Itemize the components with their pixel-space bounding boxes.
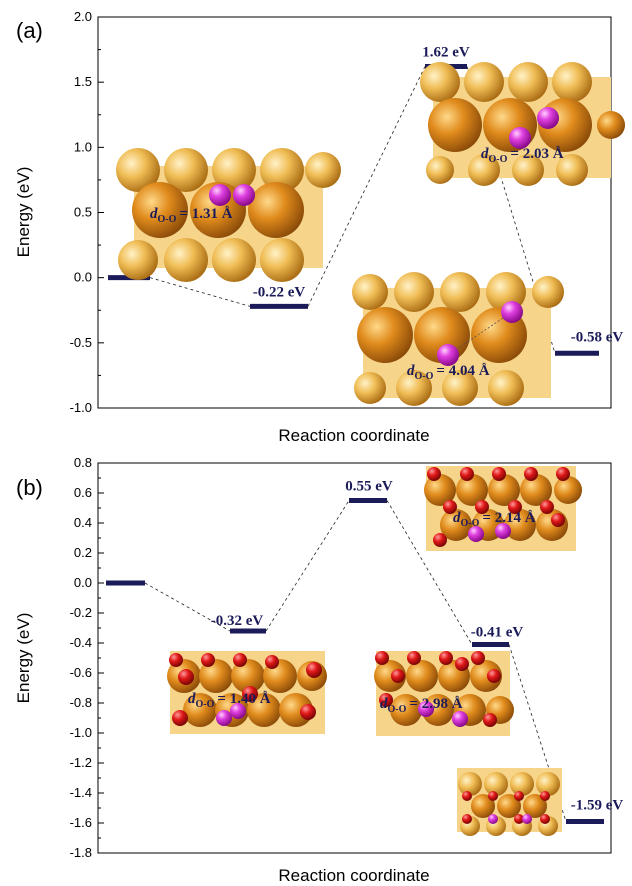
energy-level-label: -0.32 eV bbox=[211, 613, 264, 629]
ytick-label: -0.2 bbox=[70, 605, 92, 620]
ytick-label: 1.5 bbox=[74, 74, 92, 89]
ytick-label: -1.8 bbox=[70, 845, 92, 860]
connector-line bbox=[149, 277, 251, 307]
ytick-label: 0.4 bbox=[74, 515, 92, 530]
connector-line bbox=[144, 582, 231, 632]
ytick-label: -1.2 bbox=[70, 755, 92, 770]
panel-a: (a) Reaction coordinate Energy (eV) 2.0 1… bbox=[14, 9, 625, 445]
connector-line bbox=[307, 66, 426, 307]
bond-length-b1: dO-O = 2.14 Å bbox=[453, 510, 536, 529]
ytick-label: 0.2 bbox=[74, 545, 92, 560]
structure-inset-b2 bbox=[167, 651, 327, 734]
panel-a-label: (a) bbox=[16, 18, 43, 43]
panel-b-ylabel: Energy (eV) bbox=[14, 613, 33, 704]
bond-length-b3: dO-O = 2.98 Å bbox=[380, 696, 463, 715]
ytick-label: -0.6 bbox=[70, 665, 92, 680]
connector-line bbox=[265, 500, 350, 632]
ytick-label: -1.4 bbox=[70, 785, 92, 800]
structure-inset-b3 bbox=[374, 651, 514, 736]
energy-level-label: 0.55 eV bbox=[345, 479, 393, 495]
ytick-label: 2.0 bbox=[74, 9, 92, 24]
bond-length-b2: dO-O = 1.40 Å bbox=[188, 691, 271, 710]
structure-inset-b4 bbox=[457, 768, 562, 836]
structure-inset-b1 bbox=[424, 466, 582, 551]
structure-inset-a2 bbox=[420, 62, 625, 186]
connector-line bbox=[508, 644, 567, 822]
ytick-label: 0.5 bbox=[74, 205, 92, 220]
ytick-label: -0.8 bbox=[70, 695, 92, 710]
energy-level-label: -1.59 eV bbox=[571, 798, 624, 814]
panel-b-xlabel: Reaction coordinate bbox=[278, 866, 429, 885]
structure-inset-a3 bbox=[352, 272, 564, 406]
bond-length-a1: dO-O = 1.31 Å bbox=[150, 206, 233, 225]
ytick-label: -1.0 bbox=[70, 725, 92, 740]
ytick-label: -0.4 bbox=[70, 635, 92, 650]
structure-inset-a1 bbox=[116, 148, 341, 282]
panel-b-connectors bbox=[144, 500, 567, 822]
ytick-label: -0.5 bbox=[70, 335, 92, 350]
panel-b-levels: -0.32 eV 0.55 eV -0.41 eV -1.59 eV bbox=[106, 479, 624, 824]
energy-level-label: -0.41 eV bbox=[471, 625, 524, 641]
bond-length-a3: dO-O = 4.04 Å bbox=[407, 363, 490, 382]
panel-a-ylabel: Energy (eV) bbox=[14, 167, 33, 258]
ytick-label: 0.6 bbox=[74, 485, 92, 500]
ytick-label: 0.8 bbox=[74, 455, 92, 470]
panel-a-xlabel: Reaction coordinate bbox=[278, 426, 429, 445]
energy-level-label: -0.58 eV bbox=[571, 329, 624, 345]
panel-b: (b) Reaction coordinate Energy (eV) 0.80… bbox=[14, 455, 623, 885]
panel-b-label: (b) bbox=[16, 475, 43, 500]
ytick-label: 0.0 bbox=[74, 575, 92, 590]
energy-level-label: 1.62 eV bbox=[422, 45, 470, 61]
ytick-label: -1.0 bbox=[70, 400, 92, 415]
ytick-label: 1.0 bbox=[74, 139, 92, 154]
panel-b-yticks: 0.8 0.6 0.4 0.2 0.0 -0.2 -0.4 -0.6 -0.8 -1.0 -1.2 -… bbox=[70, 455, 104, 860]
connector-line bbox=[386, 500, 473, 645]
bond-length-a2: dO-O = 2.03 Å bbox=[481, 146, 564, 165]
panel-a-yticks: 2.0 1.5 1.0 0.5 0.0 -0.5 -1.0 bbox=[70, 9, 104, 415]
ytick-label: 0.0 bbox=[74, 270, 92, 285]
ytick-label: -1.6 bbox=[70, 815, 92, 830]
energy-level-label: -0.22 eV bbox=[253, 284, 306, 300]
